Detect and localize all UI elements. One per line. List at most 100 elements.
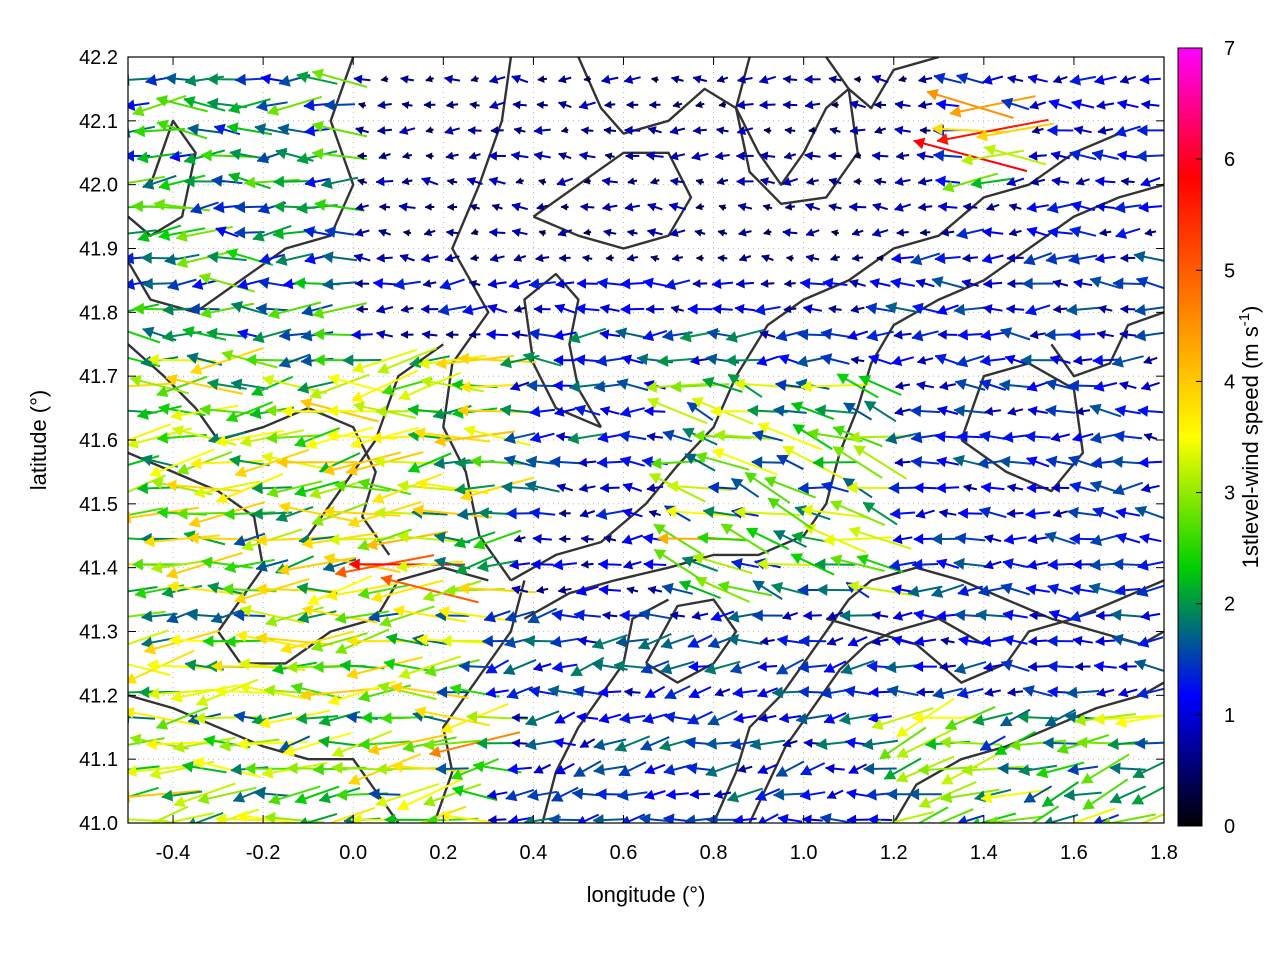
wind-vector [822, 277, 848, 289]
wind-vector [1002, 431, 1028, 443]
wind-vector [165, 373, 244, 395]
wind-vector [832, 445, 883, 479]
contour-line [442, 57, 513, 582]
wind-vector [603, 535, 617, 544]
wind-vector [1135, 150, 1164, 163]
wind-vector [1081, 753, 1130, 785]
y-axis-label: latitude (°) [26, 390, 51, 491]
wind-vector [299, 687, 380, 701]
wind-vector [1007, 406, 1024, 416]
contour-line [523, 272, 603, 429]
wind-vector [251, 507, 292, 520]
wind-vector [533, 304, 551, 314]
wind-vector [507, 814, 532, 823]
wind-vector [980, 329, 1005, 341]
wind-vector [323, 505, 401, 518]
wind-vector [910, 456, 940, 469]
wind-vector [322, 558, 357, 573]
wind-vector [749, 738, 786, 751]
wind-vector [297, 380, 337, 394]
wind-vector [745, 527, 790, 551]
wind-vector [488, 227, 506, 238]
wind-vector [323, 99, 356, 112]
wind-vector [754, 303, 781, 316]
wind-vector [409, 355, 450, 369]
contour-line [541, 598, 670, 823]
wind-vector [912, 302, 939, 315]
wind-vector [295, 712, 339, 725]
wind-vector [953, 303, 987, 316]
wind-vector [488, 176, 506, 186]
wind-vector [352, 348, 418, 374]
wind-vector [986, 202, 1000, 211]
wind-vector [956, 814, 985, 823]
wind-vector [560, 126, 569, 134]
wind-vector [193, 480, 261, 499]
wind-vector [425, 152, 434, 160]
wind-vector [528, 278, 556, 290]
wind-vector [692, 126, 707, 135]
wind-vector [503, 454, 536, 468]
wind-vector [949, 95, 1036, 118]
wind-vector [128, 175, 165, 184]
wind-vector [468, 151, 481, 160]
wind-vector [982, 303, 1003, 314]
wind-vector [714, 151, 730, 161]
wind-vector [128, 330, 161, 344]
wind-vector [819, 813, 851, 823]
wind-vector [255, 99, 288, 112]
wind-vector [487, 303, 508, 314]
wind-vector [1069, 225, 1097, 238]
wind-vector [423, 783, 482, 807]
wind-vector [399, 253, 415, 263]
wind-vector [720, 523, 770, 555]
wind-vector [476, 737, 518, 750]
wind-vector [916, 355, 934, 365]
wind-vector [986, 815, 1044, 823]
wind-vector [468, 279, 481, 288]
wind-vector [275, 505, 314, 523]
wind-vector [412, 504, 492, 519]
wind-vector [420, 253, 439, 263]
wind-vector [1138, 201, 1163, 213]
wind-vector [713, 429, 776, 442]
wind-vector [526, 379, 559, 392]
wind-vector [164, 253, 200, 266]
wind-vector [446, 203, 458, 211]
wind-vector [1137, 636, 1164, 648]
wind-vector [1023, 785, 1053, 804]
wind-vector [413, 427, 491, 443]
wind-vector [346, 656, 423, 680]
wind-vector [513, 253, 527, 262]
wind-vector [804, 151, 821, 161]
wind-vector [836, 373, 879, 399]
wind-vector [874, 126, 887, 134]
wind-vector [890, 277, 915, 289]
wind-vector [599, 329, 621, 340]
wind-vector [1112, 558, 1144, 571]
wind-vector [759, 636, 775, 646]
wind-vector [961, 149, 1025, 166]
wind-vector [184, 74, 225, 87]
wind-vector [528, 685, 556, 698]
wind-vector [1075, 177, 1090, 186]
wind-vector [206, 251, 247, 264]
wind-vector [980, 635, 1005, 647]
wind-vector [533, 125, 551, 136]
wind-vector [183, 96, 226, 112]
wind-vector [511, 202, 528, 212]
wind-vector [704, 660, 741, 675]
wind-vector [591, 634, 628, 650]
wind-vector [684, 453, 716, 472]
wind-vector [1140, 381, 1160, 391]
wind-vector [423, 738, 481, 751]
wind-vector [555, 762, 575, 775]
wind-vector [729, 738, 760, 750]
wind-vector [558, 534, 571, 544]
wind-vector [851, 228, 864, 237]
wind-vector [705, 761, 740, 777]
wind-vector [556, 483, 574, 493]
wind-vector [871, 228, 889, 238]
wind-vector [444, 126, 460, 135]
wind-vector [334, 610, 390, 625]
